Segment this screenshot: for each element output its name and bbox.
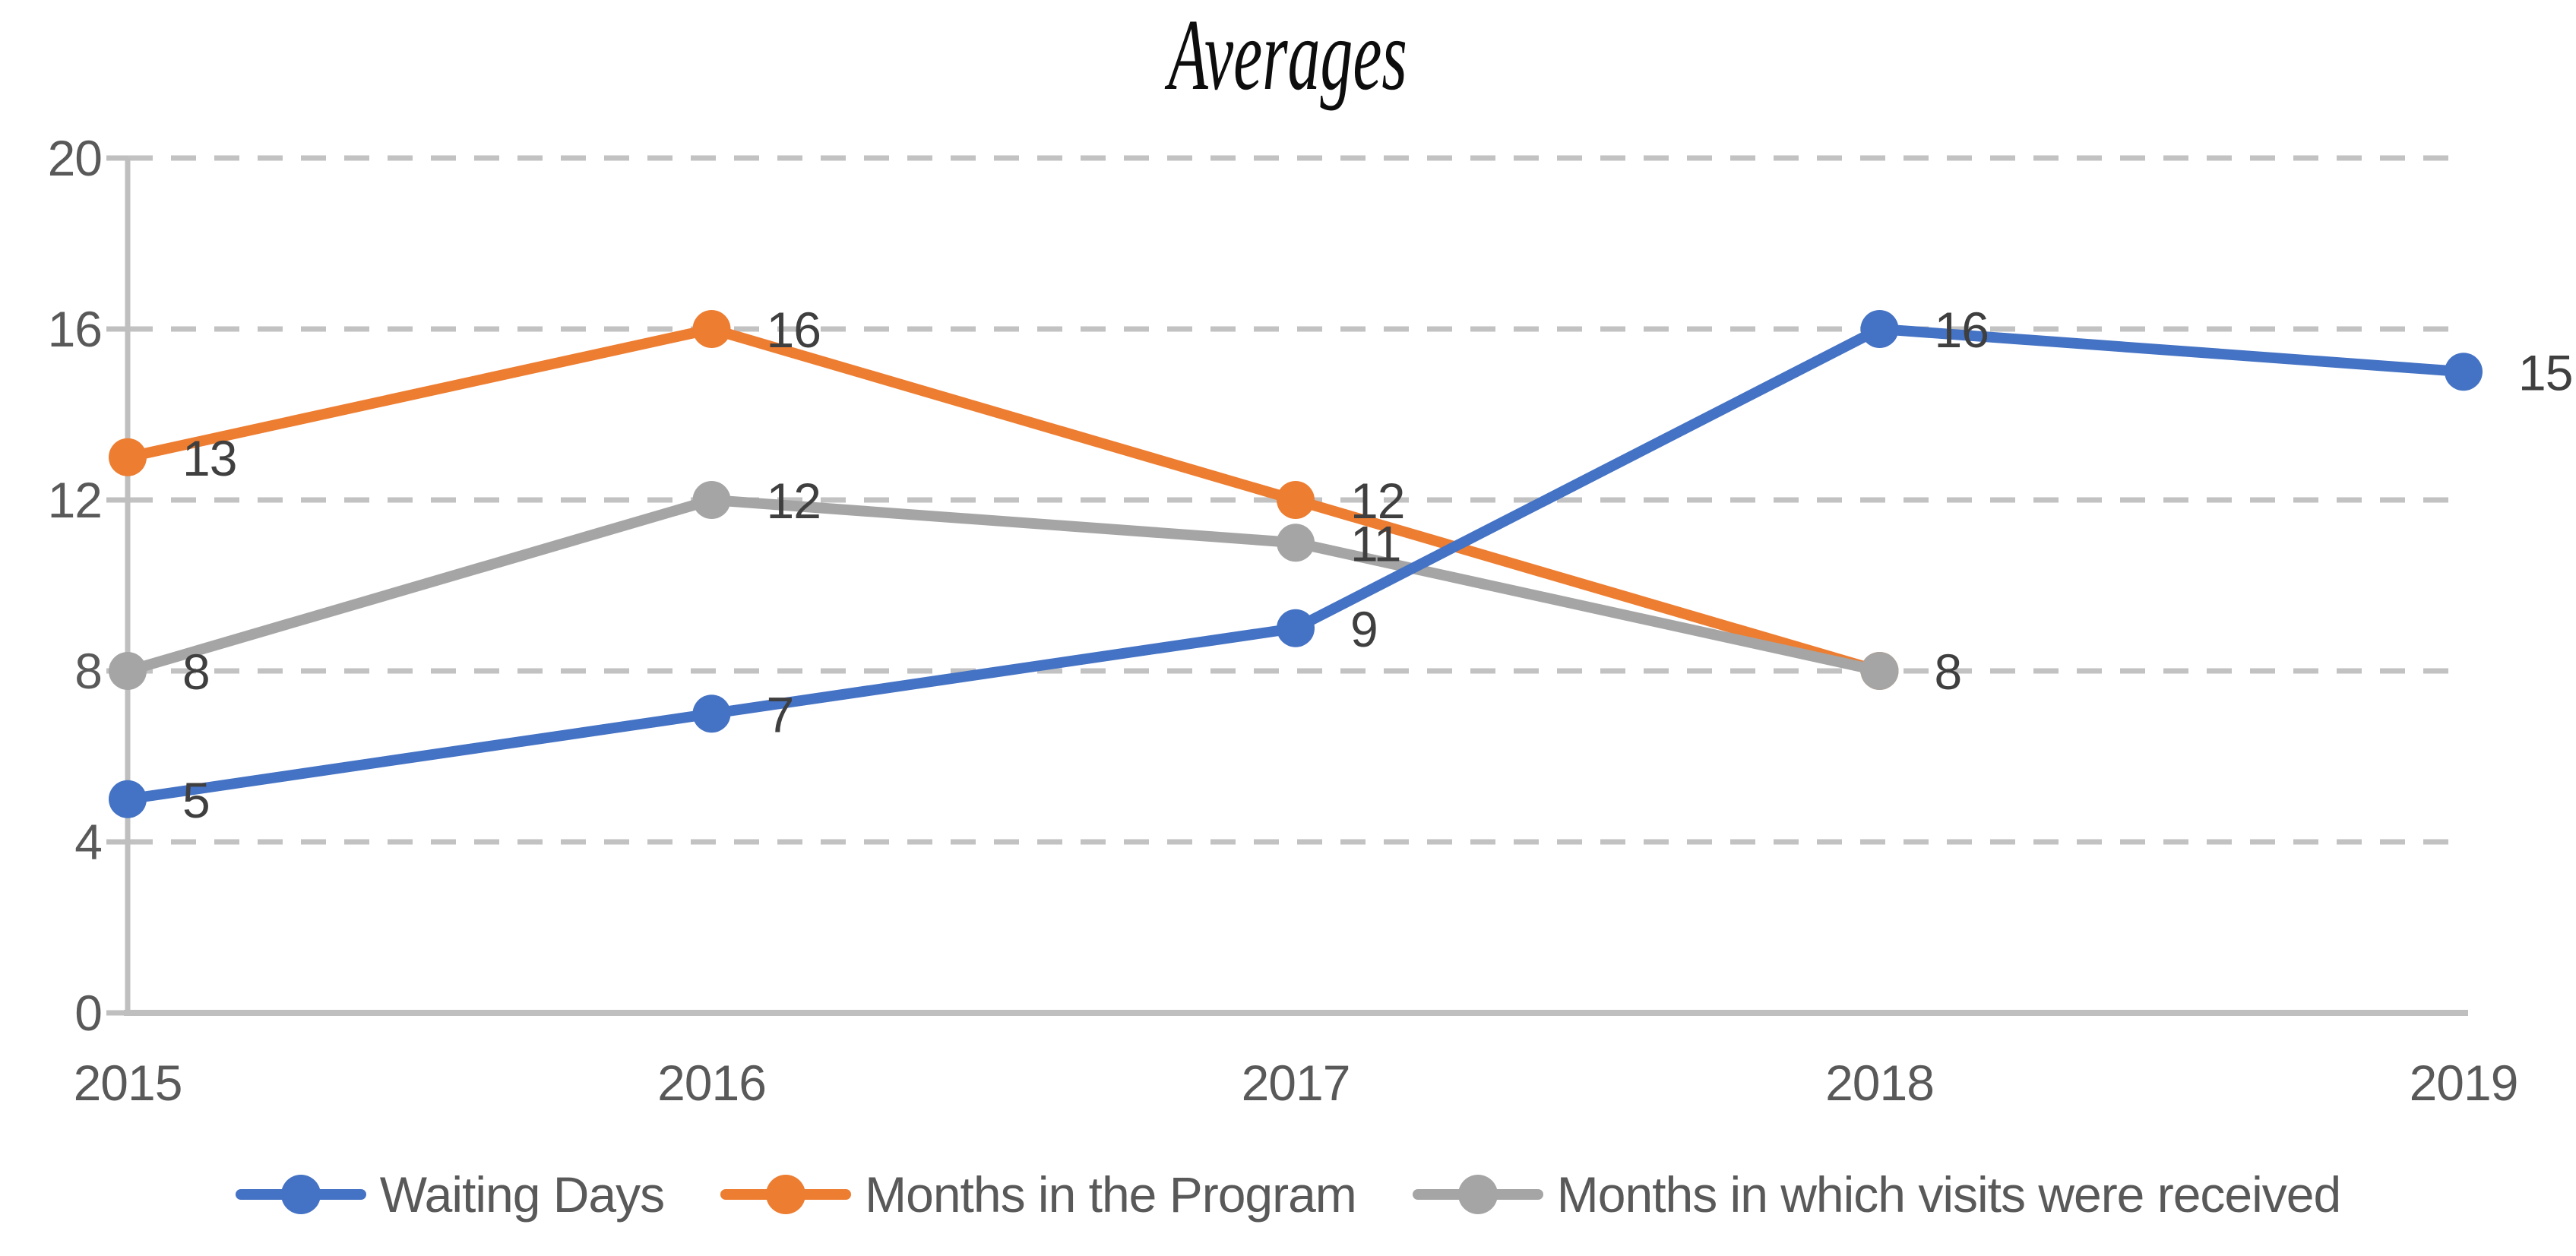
data-point	[1277, 609, 1315, 647]
x-tick-label: 2016	[657, 1055, 766, 1111]
chart-title-text: Averages	[1168, 0, 1408, 111]
legend-line-marker-icon	[1412, 1175, 1543, 1214]
legend-dot-icon	[280, 1175, 321, 1214]
data-point	[1277, 481, 1315, 519]
data-point	[1860, 652, 1899, 690]
legend-label: Months in the Program	[865, 1166, 1357, 1223]
data-point	[1277, 524, 1315, 562]
legend-label: Months in which visits were received	[1556, 1166, 2341, 1223]
data-label: 12	[767, 473, 821, 529]
legend: Waiting Days Months in the Program Month…	[0, 1166, 2576, 1223]
data-label: 15	[2518, 344, 2572, 400]
data-label: 11	[1350, 515, 1401, 571]
data-point	[692, 694, 731, 733]
y-tick-label: 12	[48, 472, 102, 528]
data-label: 8	[1935, 644, 1962, 700]
y-tick-label: 8	[74, 643, 102, 699]
y-tick-label: 4	[74, 814, 102, 870]
data-point	[2445, 353, 2483, 391]
y-tick-label: 0	[74, 985, 102, 1041]
data-label: 5	[182, 772, 210, 828]
legend-label: Waiting Days	[379, 1166, 665, 1223]
data-label: 9	[1350, 601, 1378, 657]
data-point	[109, 652, 147, 690]
legend-dot-icon	[1457, 1175, 1498, 1214]
legend-dot-icon	[766, 1175, 806, 1214]
data-label: 8	[182, 644, 210, 700]
data-label: 12	[1350, 473, 1404, 529]
legend-item-months-visits-received: Months in which visits were received	[1412, 1166, 2341, 1223]
data-label: 16	[767, 302, 821, 358]
data-label: 16	[1935, 302, 1989, 358]
x-tick-label: 2019	[2410, 1055, 2518, 1111]
data-point	[692, 310, 731, 348]
legend-item-waiting-days: Waiting Days	[235, 1166, 665, 1223]
legend-item-months-in-program: Months in the Program	[720, 1166, 1357, 1223]
data-label: 7	[767, 686, 794, 742]
data-point	[109, 438, 147, 476]
legend-line-marker-icon	[235, 1175, 366, 1214]
x-tick-label: 2018	[1825, 1055, 1934, 1111]
x-tick-label: 2017	[1242, 1055, 1350, 1111]
chart-title: Averages	[0, 2, 2576, 109]
y-tick-label: 20	[48, 130, 102, 186]
y-tick-label: 16	[48, 301, 102, 357]
series-line-1	[122, 324, 1885, 676]
data-label: 13	[182, 430, 236, 486]
x-tick-label: 2015	[74, 1055, 182, 1111]
data-point	[1860, 310, 1899, 348]
series-line-2	[122, 495, 1885, 676]
legend-line-marker-icon	[720, 1175, 852, 1214]
data-point	[109, 780, 147, 818]
data-point	[692, 481, 731, 519]
